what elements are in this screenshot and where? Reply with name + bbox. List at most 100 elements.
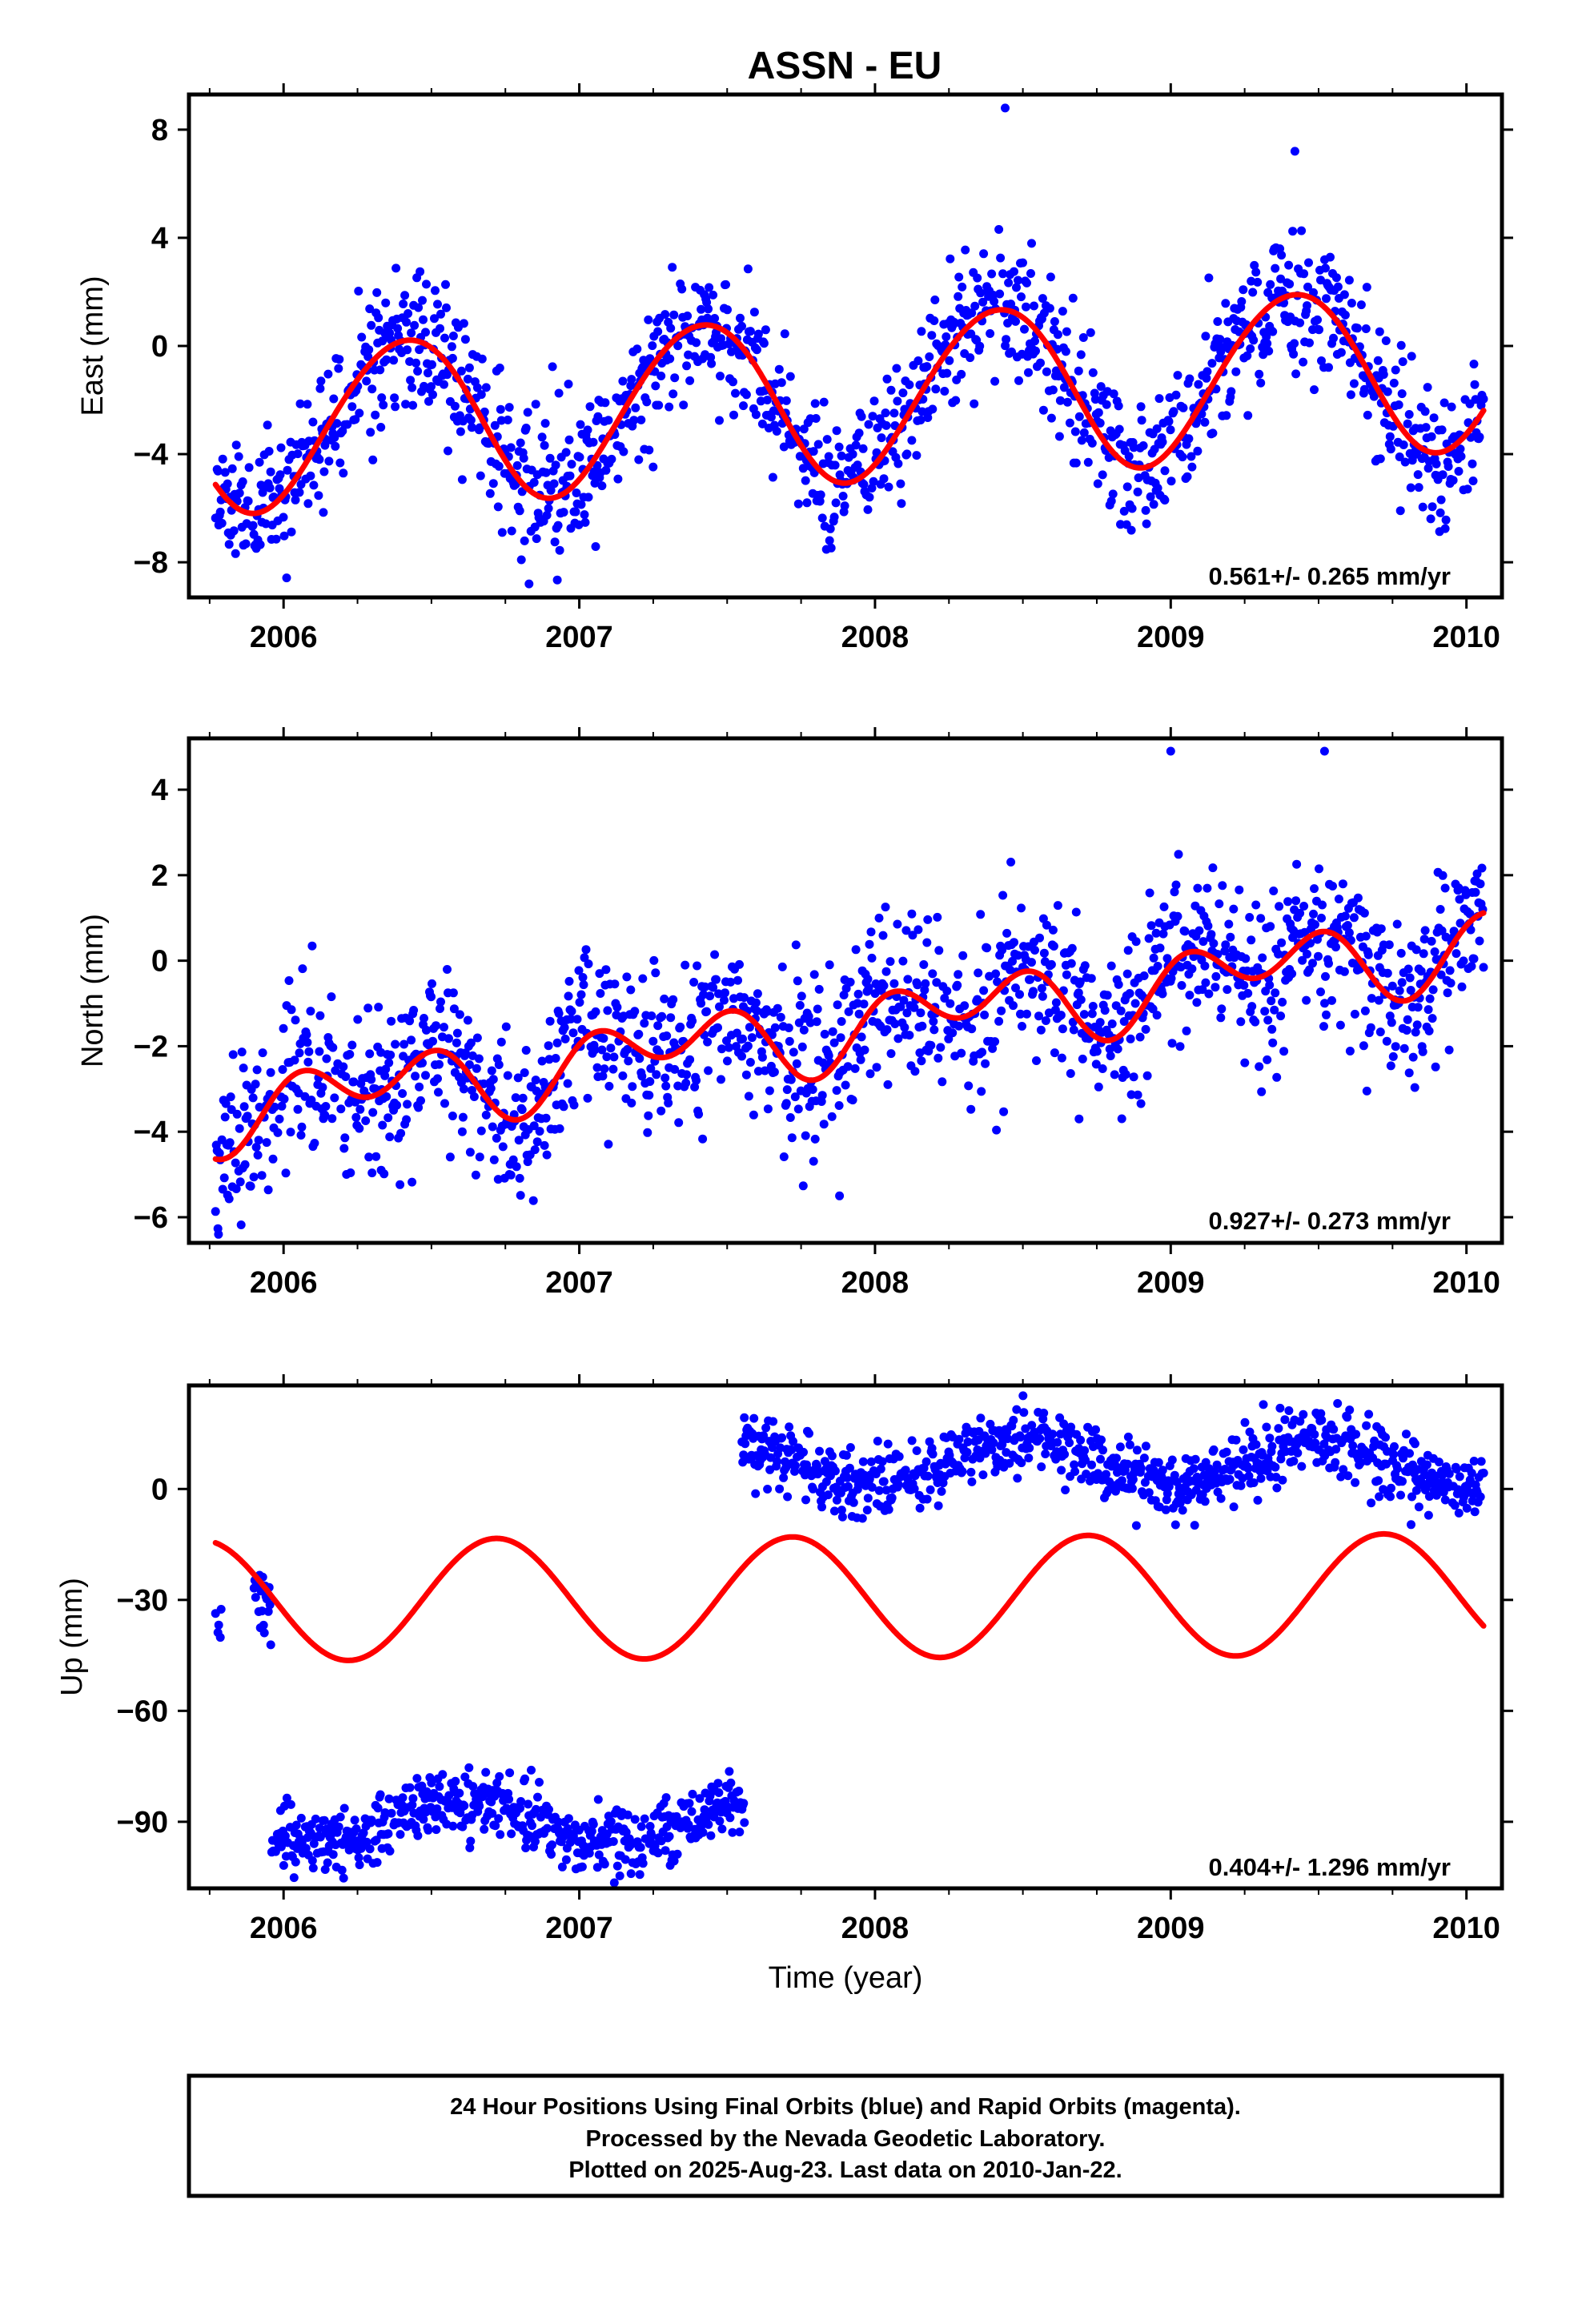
north-observation-point — [347, 1040, 357, 1050]
east-observation-point — [877, 433, 886, 443]
north-observation-point — [246, 1181, 255, 1191]
north-observation-point — [692, 1076, 701, 1085]
east-observation-point — [669, 389, 678, 399]
up-observation-point — [334, 1822, 343, 1831]
north-observation-point — [795, 1000, 805, 1010]
up-observation-point — [958, 1466, 967, 1476]
north-observation-point — [416, 1096, 425, 1105]
north-observation-point — [346, 1168, 355, 1177]
up-observation-point — [976, 1413, 986, 1423]
north-observation-point — [1010, 938, 1018, 947]
up-observation-point — [1013, 1474, 1022, 1483]
up-observation-point — [1402, 1429, 1411, 1439]
north-observation-point — [1405, 973, 1415, 983]
up-observation-point — [289, 1873, 299, 1883]
north-observation-point — [885, 957, 895, 967]
north-observation-point — [339, 1144, 349, 1153]
up-observation-point — [507, 1829, 516, 1839]
east-observation-point — [917, 327, 926, 336]
up-observation-point — [351, 1824, 361, 1834]
north-observation-point — [674, 1118, 684, 1128]
east-observation-point — [418, 296, 427, 305]
north-observation-point — [954, 970, 963, 979]
north-observation-point — [1107, 1019, 1117, 1028]
north-observation-point — [1076, 995, 1086, 1004]
east-observation-point — [1231, 367, 1241, 376]
north-observation-point — [886, 1049, 896, 1059]
north-observation-point — [606, 1043, 616, 1053]
east-observation-point — [1379, 370, 1388, 380]
east-observation-point — [762, 396, 772, 404]
north-observation-point — [1079, 1010, 1089, 1019]
up-observation-point — [937, 1486, 946, 1496]
east-observation-point — [335, 355, 344, 364]
north-y-tick-label: −6 — [134, 1201, 168, 1235]
up-observation-point — [460, 1801, 469, 1811]
north-observation-point — [516, 1191, 525, 1200]
north-observation-point — [1203, 921, 1213, 931]
north-observation-point — [601, 965, 611, 975]
north-observation-point — [1016, 1009, 1025, 1019]
north-observation-point — [1269, 887, 1279, 895]
north-observation-point — [581, 945, 591, 955]
east-observation-point — [364, 345, 374, 355]
east-observation-point — [308, 417, 318, 427]
east-observation-point — [1375, 327, 1384, 336]
north-observation-point — [215, 1148, 224, 1158]
north-observation-point — [320, 1111, 330, 1120]
east-observation-point — [485, 489, 495, 498]
east-observation-point — [266, 467, 275, 476]
north-observation-point — [967, 1024, 977, 1034]
east-observation-point — [1246, 344, 1255, 353]
east-observation-point — [1014, 275, 1022, 285]
north-observation-point — [977, 1087, 986, 1096]
north-observation-point — [744, 1092, 753, 1101]
north-observation-point — [1263, 1055, 1272, 1064]
east-observation-point — [1276, 274, 1286, 283]
north-observation-point — [540, 1140, 549, 1150]
north-observation-point — [817, 1091, 827, 1100]
up-y-tick-label: −30 — [117, 1584, 168, 1618]
up-observation-point — [714, 1788, 724, 1797]
north-x-tick-label: 2010 — [1432, 1266, 1500, 1300]
east-observation-point — [408, 400, 418, 410]
north-observation-point — [988, 1043, 998, 1053]
east-observation-point — [826, 543, 836, 553]
east-observation-point — [859, 480, 869, 489]
east-observation-point — [1285, 279, 1295, 289]
north-observation-point — [1144, 934, 1154, 943]
up-observations — [211, 1391, 1488, 1888]
north-observation-point — [1456, 919, 1465, 928]
north-observation-point — [998, 891, 1008, 900]
north-observation-point — [1036, 1025, 1046, 1035]
east-observation-point — [673, 341, 683, 351]
east-observation-point — [1256, 378, 1266, 388]
north-observation-point — [1193, 883, 1203, 893]
north-observation-point — [1009, 1001, 1018, 1011]
east-observation-point — [512, 460, 522, 470]
up-observation-point — [1080, 1445, 1090, 1455]
up-observation-point — [1039, 1409, 1049, 1417]
north-observations — [211, 746, 1488, 1239]
north-observation-point — [1388, 1051, 1398, 1061]
up-observation-point — [725, 1813, 735, 1823]
up-observation-point — [1333, 1399, 1343, 1408]
east-observation-point — [917, 407, 927, 416]
north-observation-point — [790, 1092, 800, 1102]
north-observation-point — [664, 1098, 673, 1108]
east-observation-point — [507, 526, 516, 536]
east-observation-point — [1160, 496, 1170, 505]
north-observation-point — [327, 992, 336, 1002]
east-observation-point — [255, 540, 265, 549]
east-observation-point — [391, 402, 400, 412]
up-observation-point — [849, 1498, 858, 1507]
north-observation-point — [657, 1011, 667, 1021]
north-observation-point — [284, 976, 294, 985]
up-observation-point — [879, 1477, 889, 1486]
north-observation-point — [1058, 1024, 1067, 1034]
north-observation-point — [563, 1079, 572, 1088]
north-observation-point — [251, 1143, 261, 1152]
up-observation-point — [495, 1771, 504, 1781]
east-observation-point — [546, 485, 556, 495]
